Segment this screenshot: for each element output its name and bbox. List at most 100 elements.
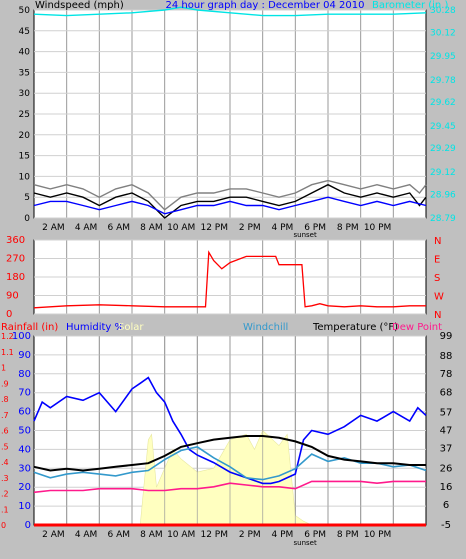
- x-tick-label: 8 PM: [337, 223, 359, 233]
- x-tick-label: 4 PM: [272, 530, 294, 540]
- x-tick-label: 2 AM: [42, 530, 65, 540]
- windspeed-tick-label: 45: [19, 27, 30, 37]
- compass-label: N: [434, 310, 441, 321]
- compass-label: W: [434, 292, 444, 303]
- rainfall-tick-label: .7: [1, 411, 9, 420]
- top-x-axis: 2 AM 4 AM 6 AM 8 AM 10 AM 12 PM 2 PM 4 PM 6 PM 8 …: [42, 223, 391, 239]
- x-tick-label: 10 AM: [167, 223, 195, 233]
- windspeed-tick-label: 15: [19, 152, 30, 162]
- x-tick-label: 4 PM: [272, 223, 294, 233]
- windspeed-tick-label: 25: [19, 110, 30, 120]
- barometer-tick-label: 29.12: [430, 168, 456, 178]
- temperature-axis: -5 6 16 26 37 47 57 68 78 88 99: [440, 331, 453, 531]
- humidity-tick-label: 90: [18, 350, 31, 361]
- windspeed-tick-label: 20: [19, 131, 31, 141]
- windspeed-tick-label: 10: [19, 172, 31, 182]
- temperature-tick-label: 57: [440, 407, 453, 418]
- direction-grid: [34, 239, 426, 315]
- barometer-tick-label: 29.95: [430, 52, 456, 62]
- humidity-tick-label: 30: [18, 463, 31, 474]
- bottom-x-axis: 2 AM 4 AM 6 AM 8 AM 10 AM 12 PM 2 PM 4 PM 6 PM 8 …: [42, 530, 391, 547]
- temperature-tick-label: 47: [440, 426, 453, 437]
- x-tick-label: 2 PM: [239, 223, 261, 233]
- rainfall-axis: 0 .1 .2 .3 .4 .5 .6 .7 .8 .9 1 1.1 1.2: [1, 332, 14, 530]
- barometer-tick-label: 29.78: [430, 76, 456, 86]
- top-grid: [34, 9, 426, 219]
- humidity-tick-label: 60: [18, 407, 31, 418]
- temperature-tick-label: 88: [440, 351, 453, 362]
- x-tick-label: 10 PM: [364, 223, 392, 233]
- humidity-tick-label: 0: [25, 520, 31, 531]
- windspeed-tick-label: 35: [19, 68, 30, 78]
- wind-gust-series: [33, 179, 427, 211]
- compass-label: N: [434, 236, 441, 247]
- x-tick-label: 12 PM: [200, 223, 228, 233]
- barometer-tick-label: 30.12: [430, 28, 456, 38]
- humidity-tick-label: 40: [18, 444, 31, 455]
- humidity-tick-label: 50: [18, 426, 31, 437]
- direction-degree-label: 90: [6, 291, 19, 302]
- temperature-tick-label: 37: [440, 444, 453, 455]
- temperature-tick-label: 16: [440, 482, 453, 493]
- rainfall-label: Rainfall (in): [1, 322, 58, 333]
- sunset-label: sunset: [294, 539, 317, 547]
- barometer-tick-label: 29.29: [430, 144, 456, 154]
- chart-title: 24 hour graph day : December 04 2010: [166, 0, 365, 11]
- rainfall-tick-label: 0: [1, 521, 6, 530]
- humidity-tick-label: 80: [18, 369, 31, 380]
- temperature-tick-label: 68: [440, 387, 453, 398]
- rainfall-tick-label: .1: [1, 505, 9, 514]
- windspeed-tick-label: 50: [19, 6, 31, 16]
- barometer-tick-label: 28.79: [430, 214, 456, 224]
- top-series: [33, 6, 427, 219]
- windspeed-label: Windspeed (mph): [35, 0, 124, 11]
- windspeed-tick-label: 5: [24, 193, 30, 203]
- x-tick-label: 10 AM: [167, 530, 195, 540]
- humidity-axis: 0 10 20 30 40 50 60 70 80 90 100: [12, 331, 31, 531]
- windchill-label: Windchill: [243, 322, 288, 333]
- temperature-tick-label: 99: [440, 331, 453, 342]
- barometer-label: Barometer (in.): [372, 0, 448, 11]
- temperature-tick-label: 26: [440, 464, 453, 475]
- rainfall-tick-label: 1.2: [1, 332, 14, 341]
- temperature-tick-label: -5: [441, 520, 451, 531]
- temperature-label: Temperature (°F): [312, 322, 398, 333]
- x-tick-label: 6 PM: [304, 530, 326, 540]
- windspeed-axis: 0 5 10 15 20 25 30 35 40 45 50: [19, 6, 31, 224]
- direction-degree-label: 180: [6, 272, 25, 283]
- rainfall-tick-label: .6: [1, 427, 9, 436]
- windspeed-tick-label: 0: [24, 214, 30, 224]
- rainfall-tick-label: .8: [1, 395, 9, 404]
- direction-degrees-axis: 360 270 180 90 0: [6, 235, 25, 320]
- compass-label: S: [434, 273, 440, 284]
- dewpoint-label: Dew Point: [392, 322, 442, 333]
- rainfall-tick-label: .5: [1, 442, 9, 451]
- rainfall-tick-label: .4: [1, 458, 9, 467]
- barometer-series: [33, 6, 427, 17]
- rainfall-tick-label: 1.1: [1, 348, 14, 357]
- windchill-series: [33, 446, 427, 481]
- rainfall-tick-label: 1: [1, 364, 6, 373]
- barometer-tick-label: 30.28: [430, 6, 456, 16]
- temperature-series: [33, 336, 427, 527]
- rainfall-tick-label: .2: [1, 490, 9, 499]
- sunset-label: sunset: [294, 231, 317, 239]
- humidity-tick-label: 70: [18, 388, 31, 399]
- rainfall-tick-label: .9: [1, 379, 9, 388]
- windspeed-tick-label: 30: [19, 89, 31, 99]
- x-tick-label: 6 PM: [304, 223, 326, 233]
- barometer-tick-label: 28.96: [430, 190, 456, 200]
- barometer-axis: 28.79 28.96 29.12 29.29 29.45 29.62 29.78 29.95…: [430, 6, 456, 224]
- x-tick-label: 8 AM: [140, 530, 163, 540]
- wind-speed-series: [33, 183, 427, 219]
- humidity-tick-label: 10: [18, 501, 31, 512]
- barometer-tick-label: 29.45: [430, 122, 456, 132]
- x-tick-label: 8 AM: [140, 223, 163, 233]
- windspeed-tick-label: 40: [19, 48, 31, 58]
- x-tick-label: 6 AM: [107, 530, 130, 540]
- direction-degree-label: 0: [6, 309, 12, 320]
- humidity-tick-label: 100: [12, 331, 31, 342]
- x-tick-label: 2 AM: [42, 223, 65, 233]
- x-tick-label: 12 PM: [200, 530, 228, 540]
